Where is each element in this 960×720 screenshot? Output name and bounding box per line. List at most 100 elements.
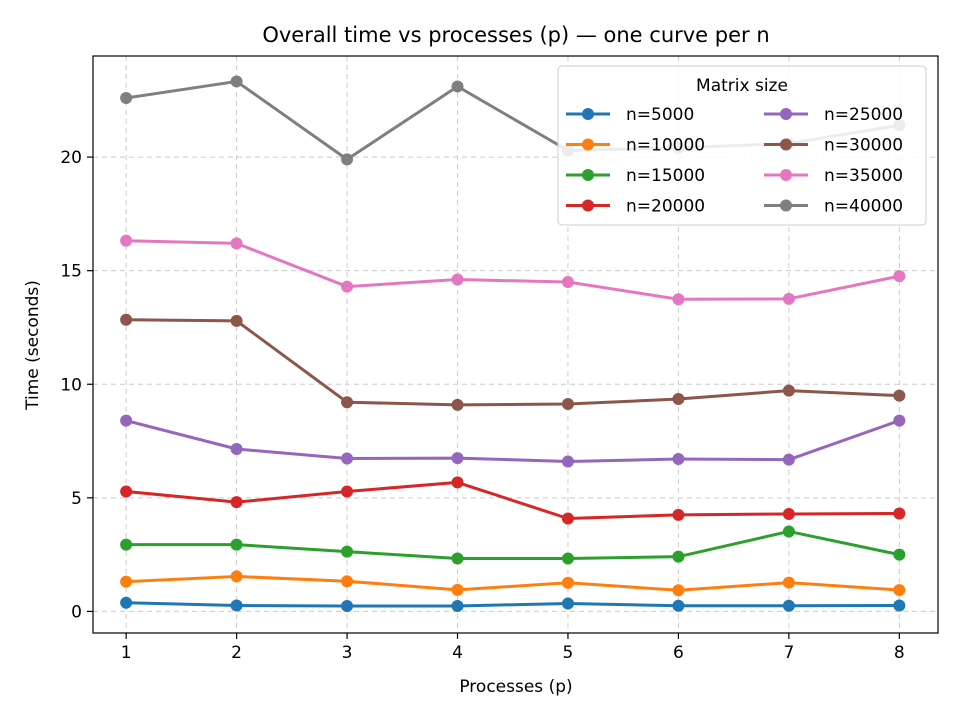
data-point xyxy=(451,452,464,465)
data-point xyxy=(230,442,243,455)
series-n-5000 xyxy=(120,596,906,612)
legend-swatch-marker xyxy=(780,108,792,120)
data-point xyxy=(120,575,133,588)
x-tick-label: 7 xyxy=(783,643,794,663)
series-line xyxy=(126,239,900,301)
legend-label: n=15000 xyxy=(626,166,705,186)
data-point xyxy=(893,270,906,283)
data-point xyxy=(120,92,133,105)
data-point xyxy=(120,414,133,427)
data-point xyxy=(451,599,464,612)
data-point xyxy=(672,599,685,612)
data-point xyxy=(230,75,243,88)
data-point xyxy=(561,597,574,610)
series-line xyxy=(126,318,900,407)
data-point xyxy=(893,548,906,561)
data-point xyxy=(341,545,354,558)
legend-item: n=35000 xyxy=(764,166,903,186)
legend-item: n=40000 xyxy=(764,197,903,217)
legend-item: n=30000 xyxy=(764,136,903,156)
plot-frame xyxy=(92,55,939,634)
legend-item: n=5000 xyxy=(566,105,694,125)
legend-swatch-marker xyxy=(582,138,594,151)
data-point xyxy=(230,538,243,551)
y-tick-label: 10 xyxy=(60,375,82,395)
legend-item: n=10000 xyxy=(566,136,705,156)
series-line xyxy=(126,601,900,608)
series-line xyxy=(125,480,900,521)
data-point xyxy=(341,280,354,293)
data-point xyxy=(672,452,685,465)
data-point xyxy=(672,508,685,521)
data-point xyxy=(893,507,906,520)
data-point xyxy=(561,552,574,565)
data-point xyxy=(782,525,795,538)
data-point xyxy=(451,552,464,565)
y-tick-label: 20 xyxy=(60,148,82,168)
legend-label: n=40000 xyxy=(824,197,903,217)
legend-swatch-marker xyxy=(582,108,594,120)
data-point xyxy=(230,599,243,612)
data-point xyxy=(893,414,906,427)
x-tick-label: 6 xyxy=(673,643,684,663)
data-point xyxy=(341,452,354,465)
data-point xyxy=(341,153,354,166)
y-axis-label: Time (seconds) xyxy=(23,280,43,411)
y-tick-label: 0 xyxy=(71,602,82,622)
data-point xyxy=(341,599,354,612)
x-tick-label: 3 xyxy=(342,643,353,663)
data-point xyxy=(561,455,574,468)
series-line xyxy=(126,574,900,592)
x-axis-label: Processes (p) xyxy=(459,677,572,697)
data-point xyxy=(451,476,464,489)
series-n-20000 xyxy=(120,476,906,525)
series-line xyxy=(125,419,900,463)
data-point xyxy=(451,273,464,286)
y-tick-label: 5 xyxy=(71,489,82,509)
x-tick-label: 1 xyxy=(121,643,132,663)
legend-label: n=35000 xyxy=(824,166,903,186)
data-point xyxy=(782,384,795,397)
data-point xyxy=(561,576,574,589)
legend-item: n=25000 xyxy=(764,105,903,125)
data-point xyxy=(120,596,133,609)
series-n-30000 xyxy=(120,313,906,411)
data-point xyxy=(120,234,133,247)
series-n-15000 xyxy=(120,525,906,565)
data-point xyxy=(782,599,795,612)
legend-swatch-marker xyxy=(582,169,594,181)
legend-title: Matrix size xyxy=(696,76,788,96)
data-point xyxy=(230,496,243,509)
series-n-10000 xyxy=(120,570,906,597)
data-point xyxy=(893,584,906,597)
legend-item: n=20000 xyxy=(566,197,705,217)
legend-label: n=30000 xyxy=(824,136,903,156)
data-point xyxy=(782,576,795,589)
data-point xyxy=(561,276,574,289)
x-tick-label: 4 xyxy=(452,643,463,663)
legend-swatch-marker xyxy=(582,199,594,212)
chart-title: Overall time vs processes (p) — one curv… xyxy=(262,23,769,47)
data-point xyxy=(893,389,906,402)
data-point xyxy=(451,583,464,596)
legend-label: n=5000 xyxy=(626,105,694,125)
data-point xyxy=(120,313,133,326)
data-point xyxy=(672,584,685,597)
data-point xyxy=(451,80,464,93)
data-point xyxy=(341,396,354,409)
x-tick-label: 5 xyxy=(563,643,574,663)
legend-swatch-marker xyxy=(780,169,792,181)
x-tick-label: 2 xyxy=(231,643,242,663)
data-point xyxy=(341,575,354,588)
data-point xyxy=(782,453,795,466)
data-point xyxy=(230,314,243,327)
legend-box xyxy=(557,65,927,226)
series-n-25000 xyxy=(120,414,906,468)
data-point xyxy=(672,393,685,406)
data-point xyxy=(782,292,795,305)
data-point xyxy=(672,550,685,563)
y-tick-label: 15 xyxy=(60,262,82,282)
data-point xyxy=(782,507,795,520)
